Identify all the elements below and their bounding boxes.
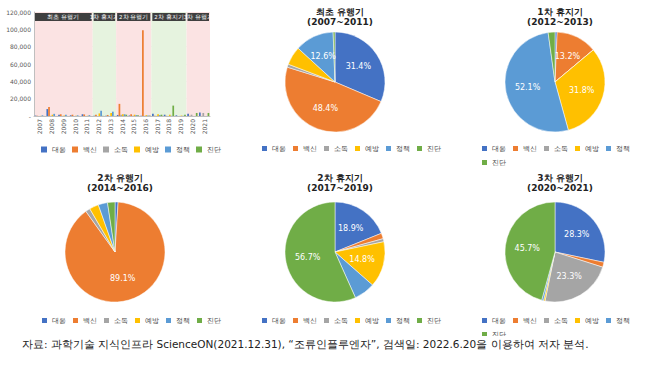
svg-text:대응: 대응 [272, 145, 286, 153]
svg-text:1차 휴지기: 1차 휴지기 [90, 14, 119, 20]
svg-text:52.1%: 52.1% [515, 83, 541, 92]
svg-text:정책: 정책 [396, 317, 410, 325]
svg-text:48.4%: 48.4% [313, 104, 339, 113]
svg-text:소독: 소독 [114, 317, 128, 325]
svg-text:2차 유행기: 2차 유행기 [119, 14, 148, 20]
svg-text:2014: 2014 [119, 119, 126, 134]
svg-text:소독: 소독 [554, 317, 568, 325]
svg-text:정책: 정책 [616, 145, 630, 153]
svg-text:(2017~2019): (2017~2019) [307, 183, 373, 193]
svg-text:2차 유행기: 2차 유행기 [97, 173, 142, 183]
svg-text:진단: 진단 [492, 331, 506, 337]
svg-text:2010: 2010 [72, 119, 79, 134]
svg-text:백신: 백신 [303, 145, 317, 153]
svg-text:2016: 2016 [142, 119, 149, 134]
svg-text:대응: 대응 [52, 317, 66, 325]
svg-text:대응: 대응 [52, 146, 66, 154]
svg-text:2019: 2019 [177, 119, 184, 134]
svg-text:31.8%: 31.8% [569, 86, 595, 95]
svg-text:31.4%: 31.4% [346, 62, 372, 71]
svg-text:28.3%: 28.3% [564, 230, 590, 239]
svg-text:-: - [29, 113, 31, 120]
svg-text:2009: 2009 [60, 119, 67, 134]
svg-text:18.9%: 18.9% [338, 224, 364, 233]
svg-text:2013: 2013 [107, 119, 114, 134]
svg-text:2017: 2017 [154, 119, 161, 134]
svg-text:최초 유행기: 최초 유행기 [316, 7, 364, 17]
svg-text:14.8%: 14.8% [349, 255, 375, 264]
svg-text:소독: 소독 [334, 145, 348, 153]
svg-text:백신: 백신 [523, 145, 537, 153]
svg-text:백신: 백신 [523, 317, 537, 325]
svg-text:진단: 진단 [427, 317, 441, 325]
svg-text:2차 휴지기: 2차 휴지기 [154, 14, 183, 20]
svg-text:2011: 2011 [83, 119, 90, 134]
svg-text:예방: 예방 [365, 317, 379, 325]
svg-text:백신: 백신 [83, 317, 97, 325]
svg-text:40,000: 40,000 [10, 78, 31, 85]
svg-text:56.7%: 56.7% [295, 253, 321, 262]
svg-text:45.7%: 45.7% [515, 244, 541, 253]
svg-text:20,000: 20,000 [10, 95, 31, 102]
svg-text:정책: 정책 [616, 317, 630, 325]
svg-text:3차 유행기: 3차 유행기 [184, 14, 213, 20]
svg-text:13.2%: 13.2% [555, 52, 581, 61]
svg-text:예방: 예방 [145, 146, 159, 154]
svg-text:진단: 진단 [492, 159, 506, 167]
svg-text:예방: 예방 [585, 317, 599, 325]
svg-text:60,000: 60,000 [10, 61, 31, 68]
svg-text:소독: 소독 [554, 145, 568, 153]
html-text:자료: 과학기술 지식인프라 ScienceON(2021.: 자료: 과학기술 지식인프라 ScienceON(2021.12.31), “조… [22, 338, 589, 350]
svg-text:23.3%: 23.3% [556, 272, 582, 281]
svg-text:정책: 정책 [176, 317, 190, 325]
svg-text:2018: 2018 [165, 119, 172, 134]
svg-text:(2012~2013): (2012~2013) [527, 17, 593, 27]
svg-text:진단: 진단 [207, 317, 221, 325]
svg-text:89.1%: 89.1% [110, 274, 136, 283]
svg-text:2012: 2012 [95, 119, 102, 134]
svg-text:소독: 소독 [114, 146, 128, 154]
svg-text:2015: 2015 [130, 119, 137, 134]
svg-text:대응: 대응 [492, 317, 506, 325]
svg-text:예방: 예방 [585, 145, 599, 153]
svg-text:대응: 대응 [272, 317, 286, 325]
svg-text:정책: 정책 [396, 145, 410, 153]
svg-text:80,000: 80,000 [10, 43, 31, 50]
svg-text:2008: 2008 [48, 119, 55, 134]
svg-text:1차 휴지기: 1차 휴지기 [537, 7, 582, 17]
svg-text:최초 유행기: 최초 유행기 [47, 14, 79, 20]
svg-text:(2007~2011): (2007~2011) [307, 17, 373, 27]
svg-text:소독: 소독 [334, 317, 348, 325]
svg-text:12.6%: 12.6% [311, 52, 337, 61]
svg-text:백신: 백신 [303, 317, 317, 325]
svg-text:(2014~2016): (2014~2016) [87, 183, 153, 193]
svg-text:2차 휴지기: 2차 휴지기 [317, 173, 362, 183]
svg-text:2021: 2021 [201, 119, 208, 134]
svg-text:백신: 백신 [83, 146, 97, 154]
svg-text:120,000: 120,000 [6, 9, 31, 16]
svg-text:진단: 진단 [427, 145, 441, 153]
svg-text:2007: 2007 [36, 119, 43, 134]
svg-text:2020: 2020 [189, 119, 196, 134]
svg-text:진단: 진단 [207, 146, 221, 154]
svg-text:100,000: 100,000 [6, 26, 31, 33]
svg-text:대응: 대응 [492, 145, 506, 153]
svg-text:예방: 예방 [145, 317, 159, 325]
svg-text:(2020~2021): (2020~2021) [527, 183, 593, 193]
svg-text:예방: 예방 [365, 145, 379, 153]
svg-text:3차 유행기: 3차 유행기 [537, 173, 582, 183]
svg-text:정책: 정책 [176, 146, 190, 154]
